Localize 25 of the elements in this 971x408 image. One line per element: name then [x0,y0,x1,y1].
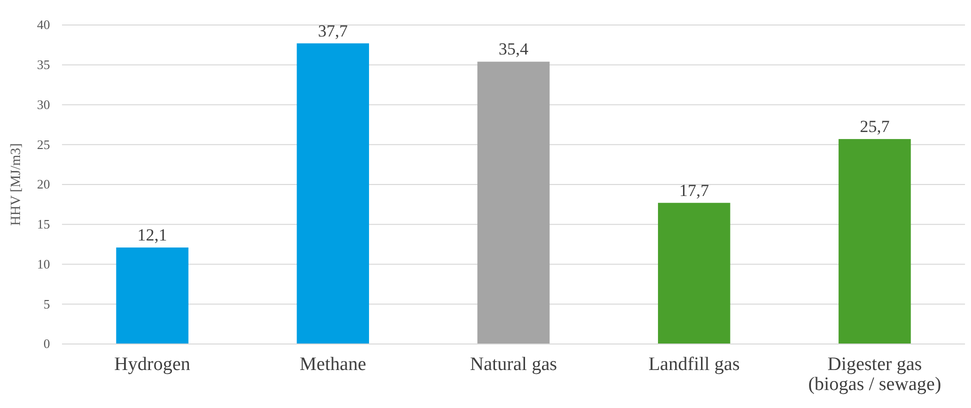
bar [658,202,730,344]
data-label: 35,4 [498,40,529,59]
x-tick-label: Methane [300,354,366,375]
data-label: 37,7 [318,21,348,40]
y-tick-label: 15 [37,216,50,232]
data-label: 17,7 [679,180,710,200]
x-tick-label: Landfill gas [648,354,740,375]
y-tick-label: 0 [44,336,50,352]
y-tick-label: 20 [37,176,50,192]
y-tick-label: 25 [37,136,50,152]
x-tick-label: Digester gas (biogas / sewage) [808,354,942,395]
data-label: 12,1 [137,226,168,245]
y-tick-label: 40 [37,17,50,32]
x-tick-label: Natural gas [470,354,558,375]
bar [296,43,370,344]
bar [838,139,911,344]
bar [116,248,188,344]
y-tick-label: 5 [44,296,50,312]
y-tick-label: 30 [37,96,50,112]
data-label: 25,7 [860,117,890,136]
bar [477,62,550,344]
y-tick-label: 10 [37,256,50,272]
x-tick-label: Hydrogen [114,354,191,375]
y-tick-label: 35 [37,57,50,72]
y-axis-title: HHV [MJ/m3] [9,143,24,226]
